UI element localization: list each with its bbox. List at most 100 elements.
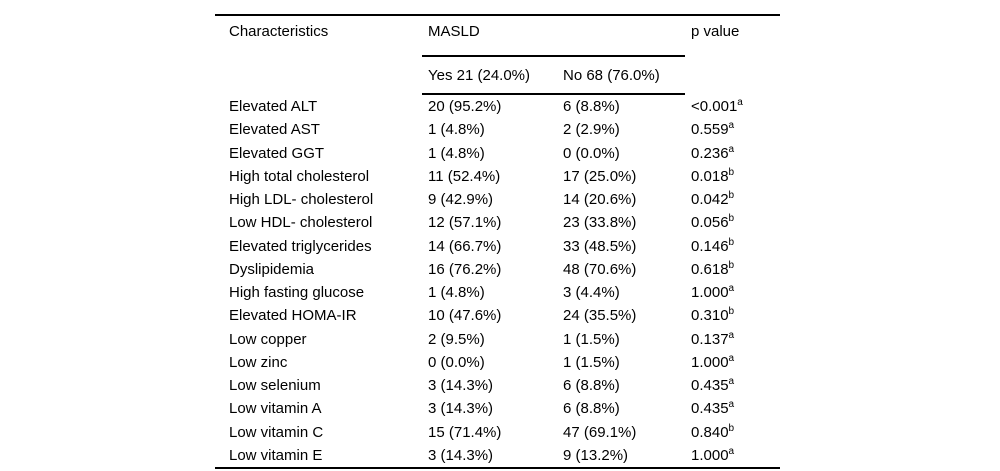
p-value-text: 0.618 (691, 260, 729, 278)
cell-p-value: 0.018b (685, 165, 780, 188)
cell-characteristic: Elevated HOMA-IR (229, 307, 357, 325)
table-row: Low copper 2 (9.5%) 1 (1.5%) 0.137a (215, 328, 780, 351)
cell-masld-no-value: 3 (4.4%) (563, 284, 620, 302)
table-row: Low vitamin E 3 (14.3%) 9 (13.2%) 1.000a (215, 444, 780, 468)
p-value-footnote-marker: a (728, 329, 735, 341)
p-value-footnote-marker: b (728, 213, 735, 225)
cell-masld-yes-value: 15 (71.4%) (428, 423, 502, 441)
p-value-text: 1.000 (691, 284, 729, 302)
cell-masld-yes-value: 0 (0.0%) (428, 353, 485, 371)
masld-characteristics-table: Characteristics MASLD p value Yes 21 (24… (215, 14, 780, 469)
p-value-text: 0.042 (691, 191, 729, 209)
p-value-footnote-marker: a (728, 283, 735, 295)
cell-masld-yes-value: 3 (14.3%) (428, 377, 494, 395)
header-p-value: p value (691, 23, 740, 40)
p-value-text: 0.056 (691, 214, 729, 232)
cell-masld-no-value: 6 (8.8%) (563, 98, 620, 116)
header-masld-group: MASLD (422, 15, 685, 57)
p-value-footnote-marker: b (728, 166, 735, 178)
cell-p-value: 0.435a (685, 397, 780, 420)
cell-masld-no-value: 14 (20.6%) (563, 191, 637, 209)
cell-p-value: 0.435a (685, 374, 780, 397)
p-value-footnote-marker: a (728, 143, 735, 155)
p-value-footnote-marker: b (728, 306, 735, 318)
cell-masld-no-value: 0 (0.0%) (563, 144, 620, 162)
cell-characteristic: Low vitamin C (229, 423, 324, 441)
cell-characteristic: Elevated GGT (229, 144, 325, 162)
table-row: Low vitamin C 15 (71.4%) 47 (69.1%) 0.84… (215, 421, 780, 444)
table-row: High fasting glucose 1 (4.8%) 3 (4.4%) 1… (215, 281, 780, 304)
cell-masld-no-value: 24 (35.5%) (563, 307, 637, 325)
cell-characteristic: Elevated ALT (229, 97, 318, 115)
p-value-text: 0.146 (691, 237, 729, 255)
cell-masld-yes-value: 1 (4.8%) (428, 144, 485, 162)
p-value-text: 1.000 (691, 353, 729, 371)
table-row: Low zinc 0 (0.0%) 1 (1.5%) 1.000a (215, 351, 780, 374)
cell-masld-yes-value: 14 (66.7%) (428, 237, 502, 255)
cell-masld-no-value: 1 (1.5%) (563, 353, 620, 371)
cell-masld-yes-value: 2 (9.5%) (428, 330, 485, 348)
cell-characteristic: Elevated triglycerides (229, 237, 372, 255)
table-row: Elevated ALT 20 (95.2%) 6 (8.8%) <0.001a (215, 94, 780, 118)
header-characteristics: Characteristics (229, 23, 329, 40)
p-value-footnote-marker: b (728, 236, 735, 248)
cell-characteristic: High LDL- cholesterol (229, 191, 374, 209)
cell-characteristic: Low copper (229, 330, 307, 348)
cell-p-value: 0.056b (685, 211, 780, 234)
cell-p-value: 0.146b (685, 235, 780, 258)
p-value-text: 0.018 (691, 167, 729, 185)
p-value-footnote-marker: a (728, 376, 735, 388)
cell-p-value: 1.000a (685, 281, 780, 304)
p-value-text: <0.001 (691, 97, 738, 115)
cell-p-value: 0.137a (685, 328, 780, 351)
cell-masld-no-value: 2 (2.9%) (563, 121, 620, 139)
cell-characteristic: Low HDL- cholesterol (229, 214, 373, 232)
cell-characteristic: Elevated AST (229, 121, 320, 139)
cell-masld-no-value: 17 (25.0%) (563, 167, 637, 185)
header-masld-yes: Yes 21 (24.0%) (422, 56, 557, 95)
p-value-footnote-marker: b (728, 422, 735, 434)
header-row-sub: Yes 21 (24.0%) No 68 (76.0%) (215, 56, 780, 95)
p-value-text: 0.435 (691, 400, 729, 418)
cell-masld-yes-value: 3 (14.3%) (428, 400, 494, 418)
cell-masld-no-value: 33 (48.5%) (563, 237, 637, 255)
p-value-text: 0.435 (691, 377, 729, 395)
cell-masld-no-value: 1 (1.5%) (563, 330, 620, 348)
cell-p-value: 0.236a (685, 142, 780, 165)
cell-p-value: 0.559a (685, 118, 780, 141)
table-row: Dyslipidemia 16 (76.2%) 48 (70.6%) 0.618… (215, 258, 780, 281)
p-value-text: 0.310 (691, 307, 729, 325)
cell-p-value: 0.310b (685, 304, 780, 327)
table-row: High total cholesterol 11 (52.4%) 17 (25… (215, 165, 780, 188)
p-value-footnote-marker: b (728, 259, 735, 271)
table-body: Elevated ALT 20 (95.2%) 6 (8.8%) <0.001a… (215, 94, 780, 468)
cell-masld-yes-value: 12 (57.1%) (428, 214, 502, 232)
cell-characteristic: Dyslipidemia (229, 260, 315, 278)
cell-characteristic: High total cholesterol (229, 167, 370, 185)
table-row: High LDL- cholesterol 9 (42.9%) 14 (20.6… (215, 188, 780, 211)
header-masld-no: No 68 (76.0%) (557, 56, 685, 95)
cell-masld-no-value: 6 (8.8%) (563, 400, 620, 418)
p-value-text: 1.000 (691, 446, 729, 464)
p-value-text: 0.236 (691, 144, 729, 162)
cell-characteristic: Low zinc (229, 353, 288, 371)
cell-p-value: 0.042b (685, 188, 780, 211)
cell-masld-yes-value: 11 (52.4%) (428, 167, 501, 185)
cell-masld-yes-value: 3 (14.3%) (428, 446, 494, 464)
cell-masld-yes-value: 1 (4.8%) (428, 121, 485, 139)
cell-masld-no-value: 23 (33.8%) (563, 214, 637, 232)
cell-masld-yes-value: 20 (95.2%) (428, 98, 502, 116)
p-value-footnote-marker: a (728, 120, 735, 132)
cell-masld-no-value: 48 (70.6%) (563, 260, 637, 278)
cell-masld-no-value: 47 (69.1%) (563, 423, 637, 441)
cell-p-value: 1.000a (685, 444, 780, 468)
table-row: Low HDL- cholesterol 12 (57.1%) 23 (33.8… (215, 211, 780, 234)
table-row: Low selenium 3 (14.3%) 6 (8.8%) 0.435a (215, 374, 780, 397)
cell-masld-yes-value: 1 (4.8%) (428, 284, 485, 302)
p-value-footnote-marker: a (728, 445, 735, 457)
cell-characteristic: Low vitamin E (229, 446, 323, 464)
table-row: Elevated HOMA-IR 10 (47.6%) 24 (35.5%) 0… (215, 304, 780, 327)
cell-masld-no-value: 6 (8.8%) (563, 377, 620, 395)
cell-characteristic: Low selenium (229, 377, 321, 395)
